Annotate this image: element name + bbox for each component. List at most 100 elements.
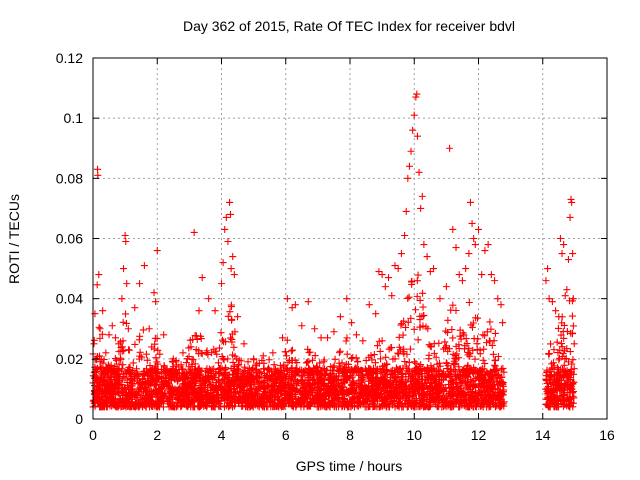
roti-point [243,375,251,383]
roti-point [321,371,329,379]
roti-point [561,355,569,363]
roti-point [444,370,452,378]
roti-point [131,340,139,348]
roti-point [372,310,380,318]
roti-point [298,371,306,379]
roti-point [466,350,474,358]
roti-point [152,298,160,306]
roti-point [239,389,247,397]
roti-point [400,383,408,391]
roti-point [569,399,577,407]
roti-point [94,171,102,179]
roti-point [278,396,286,404]
roti-point [553,385,561,393]
roti-point [115,365,123,373]
roti-point [391,393,399,401]
roti-point [226,401,234,409]
roti-point [416,296,424,304]
roti-point [467,376,475,384]
roti-point [470,377,478,385]
roti-point [375,380,383,388]
roti-point [351,394,359,402]
roti-point [233,387,241,395]
roti-point [433,379,441,387]
roti-point [395,378,403,386]
roti-point [462,265,470,273]
roti-point [492,402,500,410]
roti-point [377,367,385,375]
roti-point [489,372,497,380]
roti-point [191,366,199,374]
roti-point [446,398,454,406]
roti-point [101,381,109,389]
roti-point [135,336,143,344]
roti-point [392,373,400,381]
roti-point [179,399,187,407]
roti-point [472,314,480,322]
roti-point [350,368,358,376]
roti-point [144,368,152,376]
roti-point [95,323,103,331]
roti-point [90,368,98,376]
roti-point [114,402,122,410]
roti-point [91,310,99,318]
roti-point [153,391,161,399]
roti-point [489,350,497,358]
roti-point [189,356,197,364]
roti-point [376,347,384,355]
roti-point [311,352,319,360]
roti-point [100,355,108,363]
roti-point [395,333,403,341]
roti-point [446,144,454,152]
roti-point [342,337,350,345]
roti-point [420,241,428,249]
roti-point [136,393,144,401]
roti-point [114,403,122,411]
roti-point [386,376,394,384]
roti-point [470,235,478,242]
roti-point [119,337,127,345]
roti-point [261,373,269,381]
roti-point [99,399,107,407]
roti-point [545,350,553,358]
x-tick-label: 16 [599,427,615,443]
roti-point [233,355,241,363]
roti-point [185,382,193,390]
roti-point [425,355,433,363]
roti-point [194,397,202,405]
roti-point [396,365,404,373]
x-tick-label: 12 [471,427,487,443]
roti-point [367,351,375,359]
roti-point [442,384,450,392]
roti-point [407,381,415,389]
roti-point [259,352,267,360]
roti-point [421,376,429,384]
roti-point [139,326,147,334]
roti-point [114,389,122,397]
roti-point [557,331,565,339]
roti-point [487,398,495,406]
roti-point [359,337,367,345]
roti-point [179,365,187,373]
roti-point [566,348,574,356]
roti-point [130,370,138,378]
roti-point [392,364,400,372]
roti-point [95,376,103,384]
roti-point [316,359,324,367]
roti-point [459,378,467,386]
roti-point [136,348,144,356]
roti-point [187,343,195,351]
x-axis-label: GPS time / hours [296,458,403,474]
roti-point [128,398,136,406]
roti-point [304,345,312,353]
roti-point [556,235,564,242]
roti-point [545,403,553,411]
roti-point [217,329,225,337]
roti-point [291,301,299,309]
roti-point [292,364,300,372]
roti-point [426,268,434,276]
roti-point [373,389,381,397]
roti-point [456,332,464,340]
roti-point [455,271,463,279]
roti-point [568,198,576,206]
